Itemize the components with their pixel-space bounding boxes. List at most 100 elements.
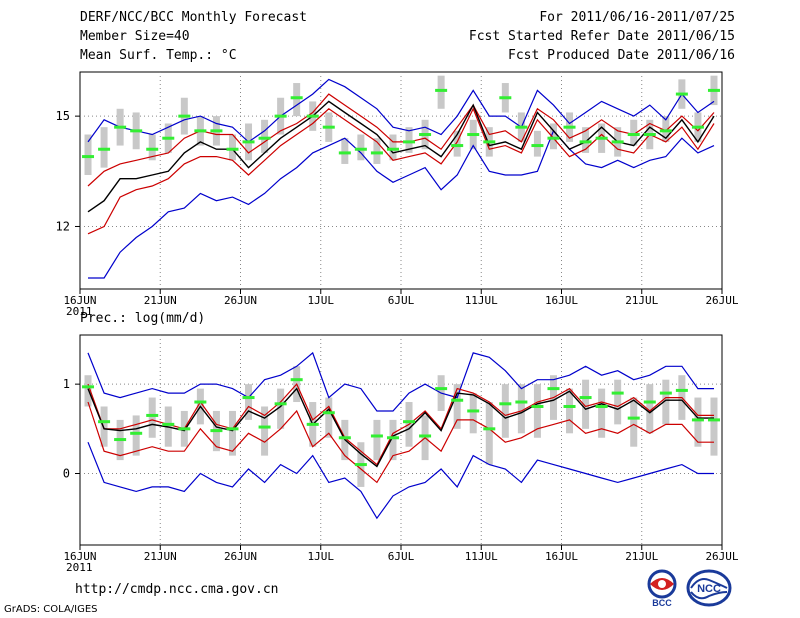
panel1-member-bar bbox=[100, 127, 108, 168]
panel2-median-mark bbox=[483, 427, 496, 431]
panel1-median-mark bbox=[611, 140, 624, 144]
panel1-member-bar bbox=[549, 123, 557, 150]
panel1-median-mark bbox=[290, 96, 303, 100]
panel2-median-mark bbox=[499, 402, 512, 406]
panel1-member-bar bbox=[293, 83, 301, 117]
panel1-median-mark bbox=[258, 136, 271, 140]
panel2-x-tick-label: 1JUL bbox=[308, 550, 335, 563]
panel1-year-label: 2011 bbox=[66, 305, 93, 318]
panel2-member-bar bbox=[84, 375, 92, 407]
panel2-member-bar bbox=[630, 397, 638, 447]
panel1-member-bar bbox=[533, 130, 541, 157]
variable-label: Mean Surf. Temp.: °C bbox=[80, 48, 237, 63]
bcc-logo-label: BCC bbox=[652, 598, 672, 608]
panel2-median-mark bbox=[643, 400, 656, 404]
panel2-median-mark bbox=[563, 404, 576, 408]
panel2-median-mark bbox=[451, 398, 464, 402]
panel1-median-mark bbox=[178, 114, 191, 118]
panel2-median-mark bbox=[274, 402, 287, 406]
panel2-member-bar bbox=[373, 419, 381, 461]
panel2-median-mark bbox=[419, 434, 432, 438]
panel2-member-bar bbox=[694, 397, 702, 447]
panel2-median-mark bbox=[178, 427, 191, 431]
panel1-median-mark bbox=[354, 147, 367, 151]
panel2-median-mark bbox=[675, 388, 688, 392]
forecast-period: For 2011/06/16-2011/07/25 bbox=[539, 10, 735, 25]
panel2-title: Prec.: log(mm/d) bbox=[80, 311, 205, 326]
panel2-member-bar bbox=[277, 388, 285, 429]
panel1-x-tick-label: 21JUL bbox=[625, 294, 658, 307]
panel1-y-tick-label: 15 bbox=[56, 109, 70, 123]
panel1-member-bar bbox=[389, 134, 397, 161]
panel2-median-mark bbox=[306, 422, 319, 426]
panel2-member-bar bbox=[598, 388, 606, 438]
panel2-year-label: 2011 bbox=[66, 561, 93, 574]
panel2-median-mark bbox=[162, 422, 175, 426]
panel1-median-mark bbox=[627, 133, 640, 137]
panel2-y-tick-label: 1 bbox=[63, 377, 70, 391]
panel2-member-bar bbox=[245, 384, 253, 420]
panel2-median-mark bbox=[515, 400, 528, 404]
panel1-line-ensemble-min bbox=[87, 78, 715, 143]
panel1-median-mark bbox=[515, 125, 528, 129]
panel1-median-mark bbox=[419, 133, 432, 137]
panel1-median-mark bbox=[130, 129, 143, 133]
panel1-median-mark bbox=[338, 151, 351, 155]
panel1-median-mark bbox=[643, 133, 656, 137]
panel1-x-tick-label: 21JUN bbox=[144, 294, 177, 307]
panel2-member-bar bbox=[148, 397, 156, 438]
panel1-median-mark bbox=[435, 88, 448, 92]
forecast-start-date: Fcst Started Refer Date 2011/06/15 bbox=[468, 29, 735, 44]
panel2-median-mark bbox=[467, 409, 480, 413]
panel2-median-mark bbox=[146, 413, 159, 417]
panel2-median-mark bbox=[386, 436, 399, 440]
panel2-line-ensemble-max bbox=[87, 351, 714, 412]
panel2-member-bar bbox=[325, 397, 333, 438]
panel2-median-mark bbox=[370, 434, 383, 438]
panel2-member-bar bbox=[614, 379, 622, 425]
panel1-member-bar bbox=[148, 134, 156, 161]
panel1-median-mark bbox=[707, 88, 720, 92]
panel2-median-mark bbox=[322, 411, 335, 415]
panel2-y-tick-label: 0 bbox=[63, 467, 70, 481]
panel2-x-tick-label: 11JUL bbox=[465, 550, 498, 563]
panel2-median-mark bbox=[595, 404, 608, 408]
panel1-member-bar bbox=[405, 127, 413, 153]
panel1-median-mark bbox=[274, 114, 287, 118]
panel2-median-mark bbox=[98, 420, 111, 424]
panel2-line-ensemble-mean bbox=[87, 387, 714, 468]
panel1-median-mark bbox=[659, 129, 672, 133]
panel1-median-mark bbox=[483, 140, 496, 144]
panel2-member-bar bbox=[469, 393, 477, 434]
panel1-median-mark bbox=[531, 144, 544, 148]
panel2-median-mark bbox=[290, 378, 303, 382]
panel2-member-bar bbox=[261, 406, 269, 456]
panel2-member-bar bbox=[646, 384, 654, 434]
panel1-member-bar bbox=[662, 116, 670, 142]
panel2-median-mark bbox=[403, 420, 416, 424]
panel1-median-mark bbox=[210, 129, 223, 133]
panel2-x-tick-label: 16JUL bbox=[545, 550, 578, 563]
panel2-median-mark bbox=[611, 391, 624, 395]
panel1-member-bar bbox=[582, 127, 590, 153]
panel1-median-mark bbox=[579, 140, 592, 144]
panel2-median-mark bbox=[114, 438, 127, 442]
source-url[interactable]: http://cmdp.ncc.cma.gov.cn bbox=[75, 582, 279, 597]
panel1-median-mark bbox=[98, 147, 111, 151]
panel2-member-bar bbox=[485, 402, 493, 465]
panel2-member-bar bbox=[100, 406, 108, 447]
panel2-x-tick-label: 26JUL bbox=[705, 550, 738, 563]
panel1-line-lower-spread bbox=[87, 107, 715, 235]
panel1-median-mark bbox=[563, 125, 576, 129]
panel2-median-mark bbox=[579, 396, 592, 400]
panel1-median-mark bbox=[403, 140, 416, 144]
panel2-median-mark bbox=[707, 418, 720, 422]
panel1-x-tick-label: 1JUL bbox=[308, 294, 335, 307]
panel2-median-mark bbox=[194, 400, 207, 404]
panel1-x-tick-label: 16JUL bbox=[545, 294, 578, 307]
panel1-median-mark bbox=[162, 136, 175, 140]
panel1-line-ensemble-max bbox=[88, 129, 715, 279]
panel1-median-mark bbox=[146, 147, 159, 151]
panel2-median-mark bbox=[82, 385, 95, 389]
